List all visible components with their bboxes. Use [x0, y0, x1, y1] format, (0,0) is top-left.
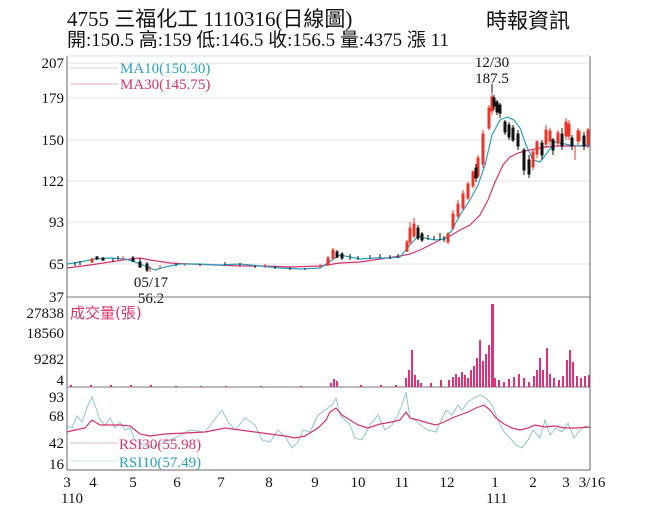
axes-frame [66, 55, 591, 471]
price-panel: 207 179 150 122 93 65 37 MA10(150.30) MA… [42, 55, 591, 307]
volume-bars [70, 304, 590, 387]
high-value-label: 187.5 [475, 71, 509, 87]
price-ytick: 93 [49, 215, 64, 231]
year-label-111: 111 [486, 491, 507, 507]
xtick: 9 [311, 475, 319, 491]
xtick: 2 [529, 475, 537, 491]
rsi30-line [66, 404, 591, 439]
volume-ytick: 27838 [27, 306, 65, 322]
source-label: 時報資訊 [486, 9, 570, 33]
price-ytick: 150 [42, 133, 65, 149]
candles [74, 90, 590, 272]
rsi-ytick: 68 [49, 409, 64, 425]
ma10-line [66, 116, 591, 271]
rsi30-legend-label: RSI30(55.98) [119, 437, 201, 453]
x-axis: 3 4 5 6 7 8 9 10 11 12 1 2 3 3/16 110 11… [61, 475, 606, 507]
volume-ytick: 4 [57, 373, 65, 389]
volume-panel: 成交量(張) 27838 18560 9282 4 [27, 296, 590, 389]
xtick: 3 [63, 475, 71, 491]
price-ytick: 207 [42, 56, 65, 72]
price-ytick: 122 [42, 174, 65, 190]
xtick: 8 [265, 475, 273, 491]
xtick: 12 [440, 475, 455, 491]
xtick: 10 [351, 475, 366, 491]
rsi10-legend-label: RSI10(57.49) [119, 455, 201, 471]
ma30-line [66, 145, 590, 269]
xtick: 3 [562, 475, 570, 491]
volume-ytick: 18560 [27, 326, 65, 342]
ma10-legend-label: MA10(150.30) [120, 61, 210, 77]
xtick: 6 [173, 475, 181, 491]
rsi-ytick: 16 [49, 457, 65, 473]
low-value-label: 56.2 [138, 291, 164, 307]
quote-summary: 開:150.5 高:159 低:146.5 收:156.5 量:4375 漲 1… [67, 30, 449, 51]
xtick: 5 [129, 475, 137, 491]
volume-title: 成交量(張) [70, 304, 142, 322]
price-ytick: 37 [49, 290, 65, 306]
price-ytick: 179 [42, 91, 65, 107]
rsi-ytick: 42 [49, 436, 64, 452]
rsi10-line [66, 391, 591, 449]
price-ytick: 65 [49, 257, 64, 273]
xtick: 4 [89, 475, 97, 491]
xtick: 1 [491, 475, 499, 491]
ma30-legend-label: MA30(145.75) [120, 77, 210, 93]
rsi-ytick: 93 [49, 390, 64, 406]
price-gridlines [67, 62, 590, 265]
rsi-panel: 93 68 42 16 RSI30(55.98) RSI10(57.49) [49, 390, 591, 473]
year-label-110: 110 [61, 491, 83, 507]
high-date-label: 12/30 [475, 55, 509, 71]
chart-title: 4755 三福化工 1110316(日線圖) [67, 7, 353, 31]
xtick: 11 [395, 475, 409, 491]
xtick: 7 [217, 475, 225, 491]
low-date-label: 05/17 [134, 275, 169, 291]
volume-ytick: 9282 [34, 352, 64, 368]
xtick: 3/16 [579, 475, 606, 491]
